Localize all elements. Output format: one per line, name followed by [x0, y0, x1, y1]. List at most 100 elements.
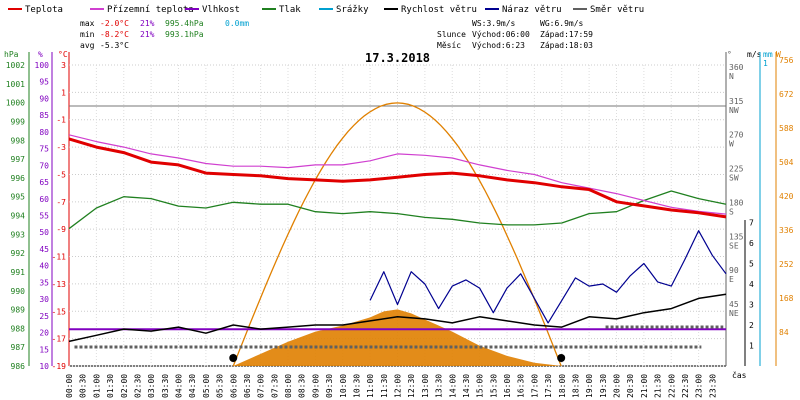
x-tick-label: 14:00: [448, 374, 457, 398]
tick-c: -9: [56, 225, 66, 234]
tick-pct: 55: [39, 212, 49, 221]
tick-compass: N: [729, 72, 734, 81]
sun-elevation-line: [232, 102, 562, 367]
tick-ms: 7: [749, 219, 754, 228]
stats-block: max -2.0°C 21% 995.4hPa 0.0mm min -8.2°C…: [80, 19, 249, 50]
tick-hpa: 998: [11, 136, 26, 145]
grid: [69, 64, 726, 367]
tick-ms: 1: [749, 342, 754, 351]
x-tick-label: 10:00: [339, 374, 348, 398]
legend-wind-speed: Rychlost větru: [401, 5, 477, 15]
tick-w: 672: [779, 90, 794, 99]
tick-c: -13: [52, 280, 67, 289]
x-tick-label: 12:00: [394, 374, 403, 398]
tick-deg: 135: [729, 232, 744, 241]
legend-gust: Náraz větru: [502, 5, 562, 15]
legend-pressure: Tlak: [279, 5, 301, 15]
tick-deg: 225: [729, 165, 744, 174]
moon-label: Měsíc: [437, 41, 461, 50]
stats-min-label: min: [80, 30, 95, 39]
tick-w: 588: [779, 124, 794, 133]
x-tick-label: 09:30: [325, 374, 334, 398]
tick-compass: SW: [729, 174, 739, 183]
tick-hpa: 994: [11, 212, 26, 221]
x-tick-label: 16:30: [517, 374, 526, 398]
x-tick-label: 21:00: [640, 374, 649, 398]
legend-direction: Směr větru: [590, 5, 644, 15]
stats-max-hum: 21%: [140, 19, 155, 28]
sun-set: Západ:17:59: [540, 30, 593, 39]
tick-hpa: 988: [11, 324, 26, 333]
x-tick-label: 22:00: [667, 374, 676, 398]
x-tick-label: 06:30: [243, 374, 252, 398]
tick-ms: 5: [749, 260, 754, 269]
axis-unit-deg: °: [727, 50, 732, 59]
x-tick-label: 11:00: [366, 374, 375, 398]
x-tick-label: 15:30: [489, 374, 498, 398]
tick-hpa: 992: [11, 249, 26, 258]
x-tick-label: 20:30: [626, 374, 635, 398]
tick-c: -11: [52, 253, 67, 262]
legend: Teplota Přízemní teplota Vlhkost Tlak Sr…: [8, 5, 644, 15]
tick-hpa: 991: [11, 268, 26, 277]
tick-pct: 50: [39, 228, 49, 237]
tick-hpa: 999: [11, 117, 26, 126]
x-tick-label: 13:00: [421, 374, 430, 398]
tick-hpa: 989: [11, 306, 26, 315]
series: [68, 102, 727, 367]
stats-max-precip: 0.0mm: [225, 19, 249, 28]
x-tick-label: 12:30: [407, 374, 416, 398]
stats-min-temp: -8.2°C: [100, 30, 129, 39]
tick-w: 504: [779, 158, 794, 167]
x-tick-label: 22:30: [681, 374, 690, 398]
legend-ground-temp: Přízemní teplota: [107, 5, 194, 15]
moon-rise: Východ:6:23: [472, 41, 525, 50]
stats-max-temp: -2.0°C: [100, 19, 129, 28]
tick-pct: 40: [39, 262, 49, 271]
tick-pct: 45: [39, 245, 49, 254]
tick-deg: 270: [729, 131, 744, 140]
x-tick-label: 13:30: [435, 374, 444, 398]
x-tick-label: 01:30: [106, 374, 115, 398]
tick-c: -7: [56, 198, 66, 207]
tick-c: 3: [61, 61, 66, 70]
sunrise-marker: [229, 354, 238, 362]
tick-c: -17: [52, 335, 67, 344]
solar-radiation-area: [233, 309, 562, 366]
series-pressure: [68, 190, 727, 230]
sun-moon-info: WS:3.9m/s WG:6.9m/s Slunce Východ:06:00 …: [437, 19, 593, 50]
axis-unit-ms: m/s: [747, 50, 762, 59]
tick-c: -3: [56, 143, 66, 152]
tick-compass: E: [729, 275, 734, 284]
tick-w: 420: [779, 192, 794, 201]
x-tick-label: 06:00: [229, 374, 238, 398]
tick-c: -1: [56, 116, 66, 125]
wind-ws: WS:3.9m/s: [472, 19, 516, 28]
stats-max-label: max: [80, 19, 95, 28]
x-tick-label: 07:00: [257, 374, 266, 398]
stats-max-press: 995.4hPa: [165, 19, 204, 28]
tick-ms: 6: [749, 239, 754, 248]
x-tick-label: 19:30: [599, 374, 608, 398]
tick-deg: 45: [729, 300, 739, 309]
x-tick-label: 08:00: [284, 374, 293, 398]
x-tick-label: 10:30: [352, 374, 361, 398]
legend-precip: Srážky: [336, 5, 369, 15]
x-tick-label: 03:30: [161, 374, 170, 398]
tick-ms: 2: [749, 321, 754, 330]
tick-w: 756: [779, 56, 794, 65]
tick-pct: 100: [35, 61, 50, 70]
axis-unit-mm: mm: [763, 50, 773, 59]
x-tick-label: 02:00: [120, 374, 129, 398]
x-tick-label: 04:30: [188, 374, 197, 398]
wind-wg: WG:6.9m/s: [540, 19, 584, 28]
x-tick-label: 17:30: [544, 374, 553, 398]
legend-temperature: Teplota: [25, 5, 63, 15]
sun-label: Slunce: [437, 30, 466, 39]
x-axis-labels: 00:00 00:30 01:00 01:30 02:00 02:30 03:00 03:30…: [65, 374, 717, 398]
tick-pct: 35: [39, 278, 49, 287]
tick-w: 336: [779, 226, 794, 235]
tick-pct: 70: [39, 161, 49, 170]
tick-pct: 85: [39, 111, 49, 120]
